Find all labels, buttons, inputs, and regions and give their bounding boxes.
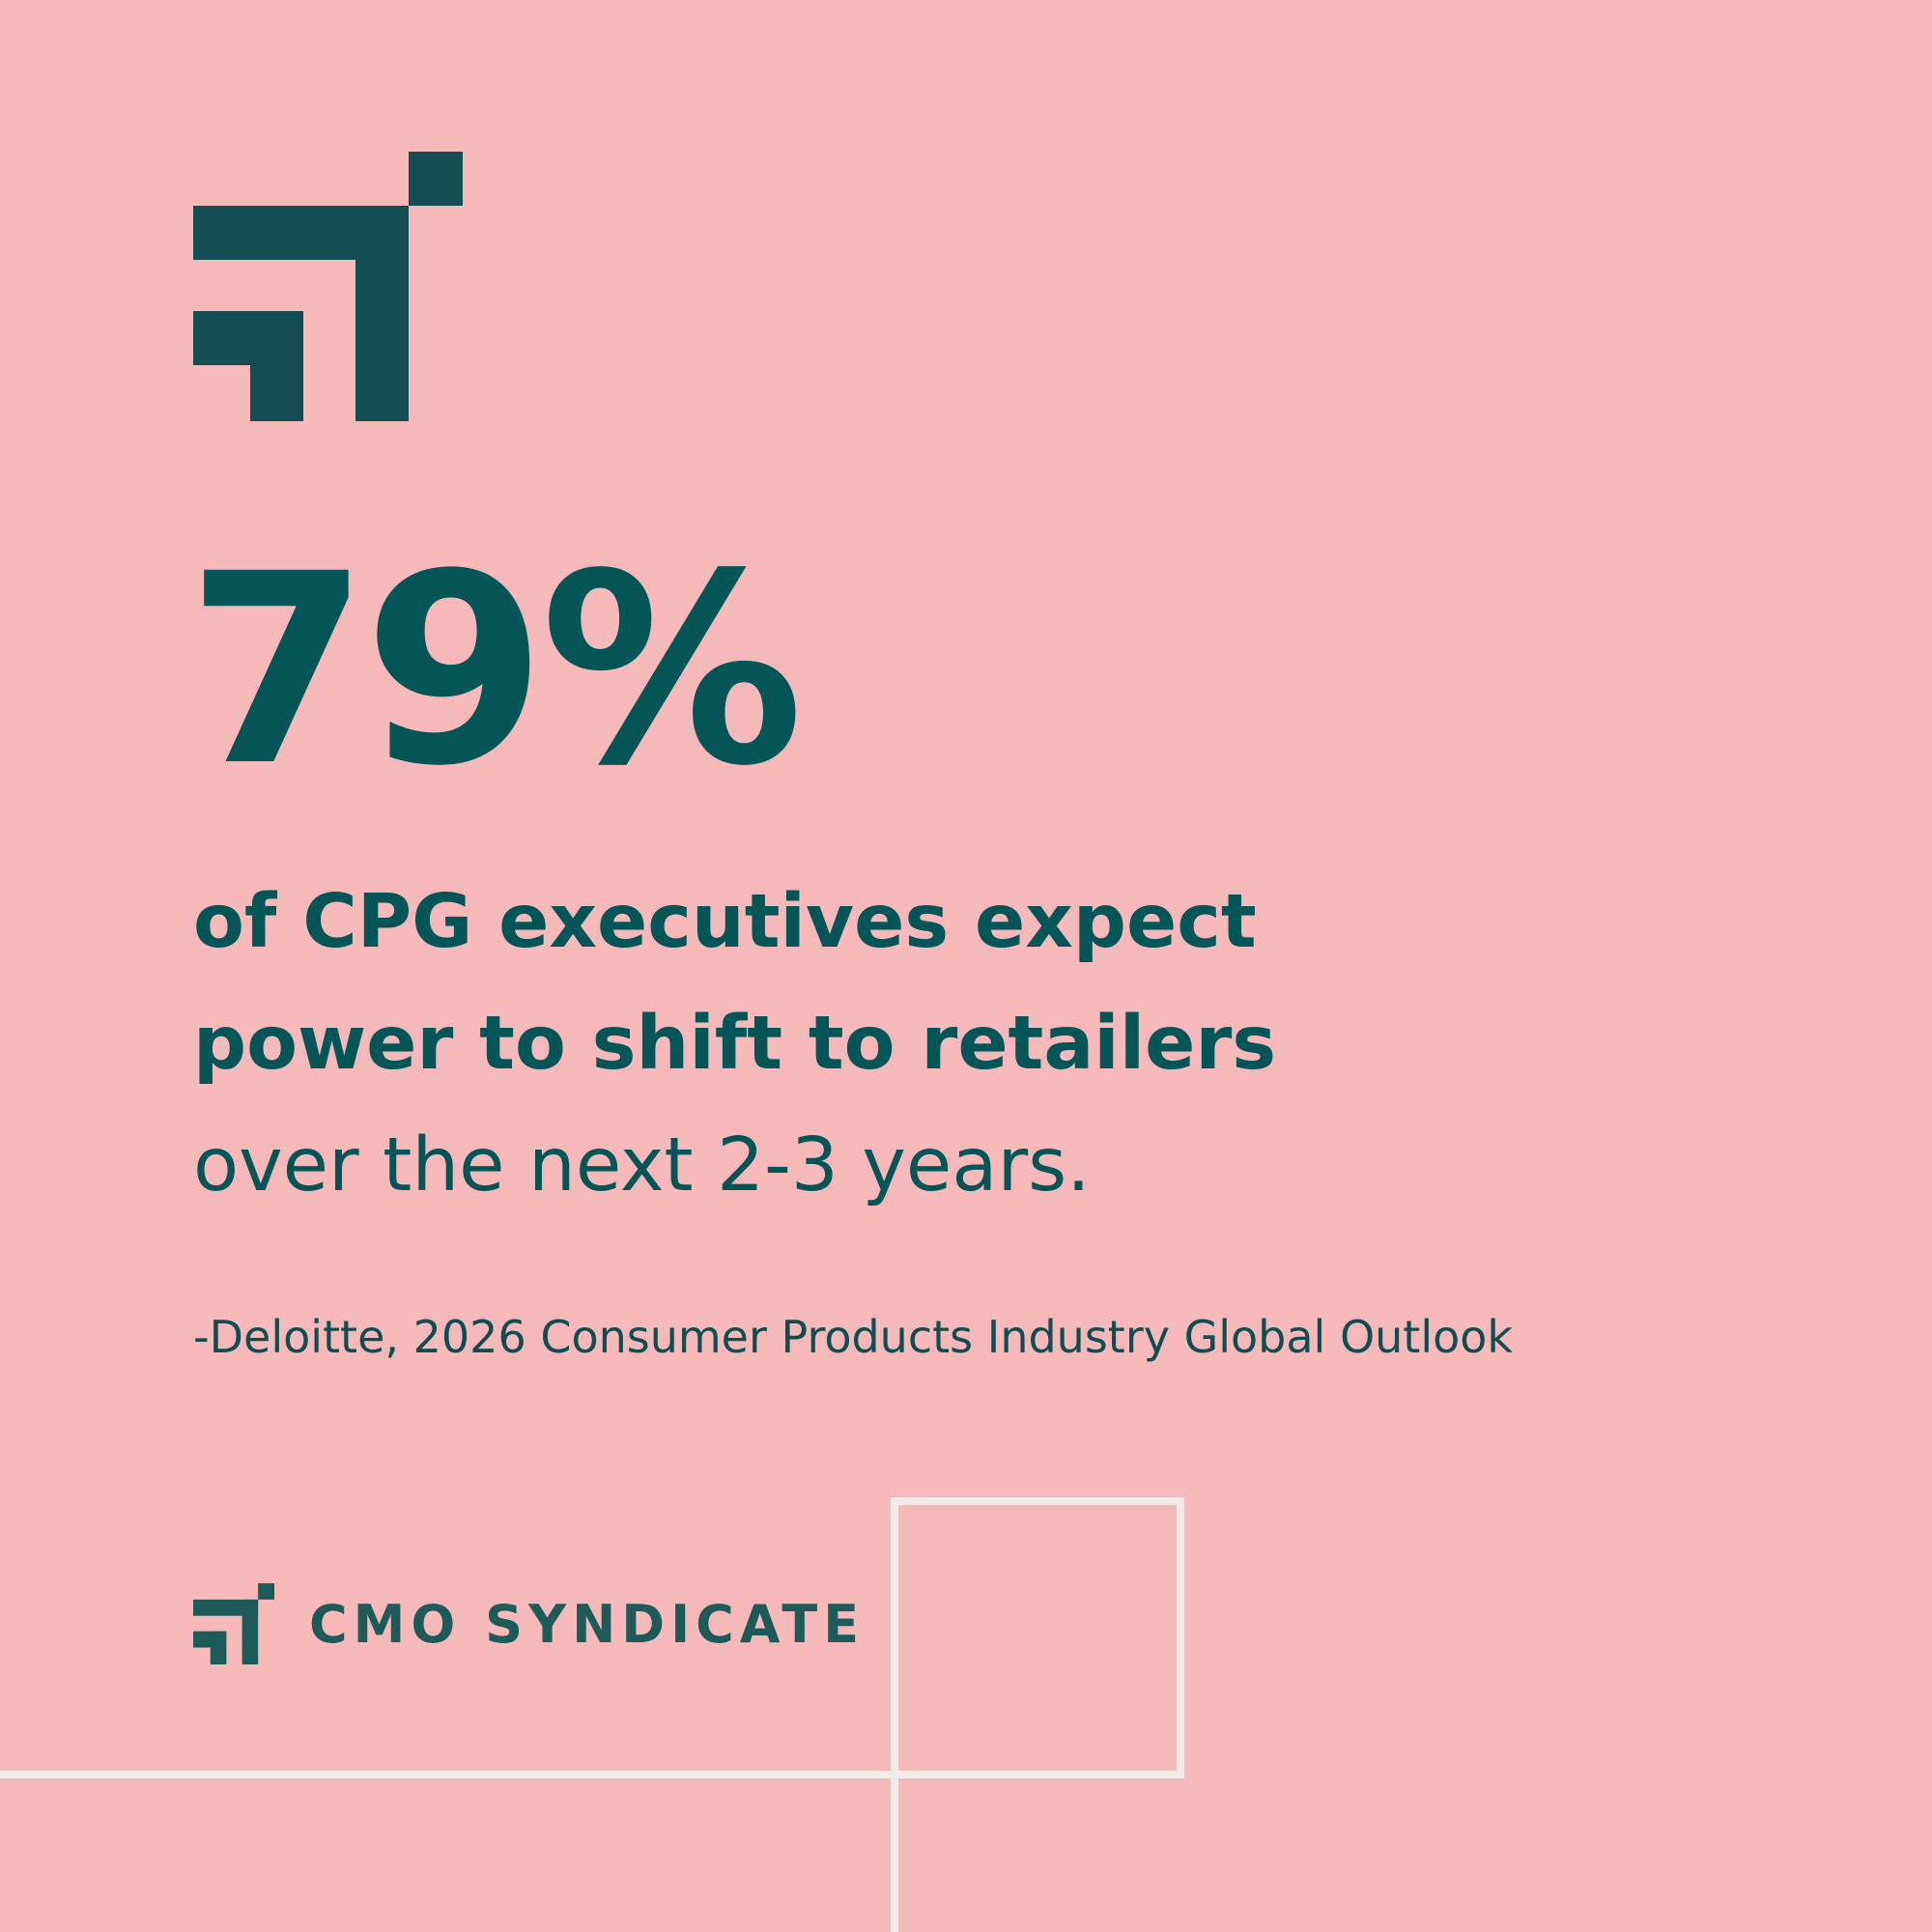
stat-value: 79%	[186, 519, 804, 824]
cmo-syndicate-logo-icon	[193, 152, 463, 421]
statement-line-2: power to shift to retailers	[193, 1001, 1277, 1087]
statement-line-1: of CPG executives expect	[193, 879, 1257, 965]
brand-logo-icon	[193, 1583, 274, 1664]
decorative-square	[891, 1497, 1184, 1778]
stat-statement: of CPG executives expect power to shift …	[193, 862, 1642, 1227]
brand-lockup: CMO SYNDICATE	[193, 1583, 865, 1664]
source-citation: -Deloitte, 2026 Consumer Products Indust…	[193, 1311, 1514, 1363]
statement-line-3: over the next 2-3 years.	[193, 1122, 1091, 1208]
brand-name: CMO SYNDICATE	[309, 1593, 866, 1655]
